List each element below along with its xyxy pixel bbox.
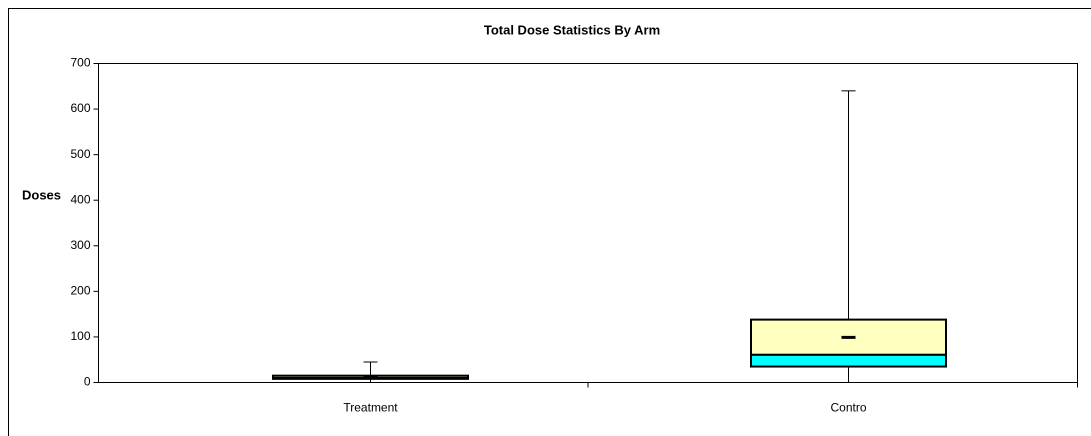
- y-tick-label: 100: [70, 329, 90, 343]
- y-axis-label: Doses: [22, 187, 61, 202]
- y-tick-label: 200: [70, 284, 90, 298]
- x-tick-label: Treatment: [343, 401, 398, 415]
- y-tick-label: 0: [84, 375, 91, 389]
- y-tick-label: 600: [70, 101, 90, 115]
- box-lower: [750, 353, 947, 368]
- chart-title: Total Dose Statistics By Arm: [484, 22, 660, 37]
- y-tick-label: 400: [70, 192, 90, 206]
- y-tick-label: 500: [70, 147, 90, 161]
- y-tick-label: 300: [70, 238, 90, 252]
- y-tick-label: 700: [70, 56, 90, 70]
- chart-border: [8, 8, 1091, 436]
- x-tick-label: Contro: [830, 401, 866, 415]
